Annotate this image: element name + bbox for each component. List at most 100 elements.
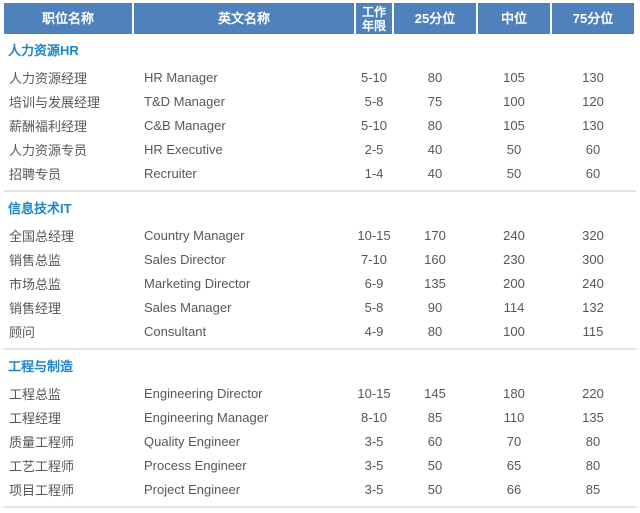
- cell-p75: 60: [585, 165, 601, 181]
- section-title: 信息技术IT: [8, 201, 72, 216]
- cell-p75: 132: [582, 299, 604, 315]
- cell-years: 5-10: [360, 69, 388, 85]
- cell-p75: 85: [585, 481, 601, 497]
- cell-p75: 115: [582, 323, 604, 339]
- table-row: 销售总监 Sales Director 7-10 160 230 300: [4, 247, 636, 271]
- cell-years: 3-5: [364, 433, 384, 449]
- table-row: 招聘专员 Recruiter 1-4 40 50 60: [4, 161, 636, 185]
- cell-years: 7-10: [360, 251, 388, 267]
- cell-p75: 80: [585, 457, 601, 473]
- header-cell-1: 英文名称: [134, 3, 354, 34]
- cell-p25: 80: [427, 69, 443, 85]
- cell-p25: 85: [427, 409, 443, 425]
- cell-cn: 培训与发展经理: [9, 94, 101, 110]
- cell-p75: 120: [582, 93, 604, 109]
- cell-cn: 顾问: [9, 324, 36, 340]
- cell-cn: 工艺工程师: [9, 458, 75, 474]
- cell-en: T&D Manager: [144, 93, 225, 109]
- cell-en: HR Executive: [144, 141, 223, 157]
- cell-years: 5-10: [360, 117, 388, 133]
- cell-en: Process Engineer: [144, 457, 247, 473]
- cell-p25: 75: [427, 93, 443, 109]
- section-title: 工程与制造: [8, 359, 74, 374]
- section-title: 人力资源HR: [8, 43, 79, 58]
- cell-years: 6-9: [364, 275, 384, 291]
- table-row: 市场总监 Marketing Director 6-9 135 200 240: [4, 271, 636, 295]
- cell-en: C&B Manager: [144, 117, 226, 133]
- section-divider: [4, 190, 636, 192]
- cell-p25: 170: [424, 227, 446, 243]
- cell-p25: 60: [427, 433, 443, 449]
- cell-en: Project Engineer: [144, 481, 241, 497]
- table-row: 质量工程师 Quality Engineer 3-5 60 70 80: [4, 429, 636, 453]
- header-cell-0: 职位名称: [4, 3, 132, 34]
- table-row: 工程总监 Engineering Director 10-15 145 180 220: [4, 381, 636, 405]
- cell-p75: 320: [582, 227, 604, 243]
- cell-median: 50: [506, 141, 522, 157]
- header-cell-4: 中位: [478, 3, 550, 34]
- cell-p75: 220: [582, 385, 604, 401]
- table-row: 人力资源经理 HR Manager 5-10 80 105 130: [4, 65, 636, 89]
- cell-p25: 50: [427, 481, 443, 497]
- cell-years: 5-8: [364, 299, 384, 315]
- cell-en: Country Manager: [144, 227, 245, 243]
- cell-median: 100: [503, 93, 525, 109]
- cell-p25: 80: [427, 117, 443, 133]
- cell-p25: 160: [424, 251, 446, 267]
- cell-en: Consultant: [144, 323, 207, 339]
- cell-median: 114: [503, 299, 525, 315]
- cell-p75: 80: [585, 433, 601, 449]
- cell-years: 8-10: [360, 409, 388, 425]
- cell-en: Marketing Director: [144, 275, 251, 291]
- cell-p25: 40: [427, 165, 443, 181]
- table-row: 项目工程师 Project Engineer 3-5 50 66 85: [4, 477, 636, 501]
- cell-cn: 质量工程师: [9, 434, 75, 450]
- cell-cn: 销售经理: [9, 300, 62, 316]
- table-row: 工艺工程师 Process Engineer 3-5 50 65 80: [4, 453, 636, 477]
- cell-median: 110: [503, 409, 525, 425]
- cell-p25: 40: [427, 141, 443, 157]
- table-row: 全国总经理 Country Manager 10-15 170 240 320: [4, 223, 636, 247]
- cell-p75: 300: [582, 251, 604, 267]
- cell-median: 180: [503, 385, 525, 401]
- cell-median: 200: [503, 275, 525, 291]
- cell-years: 2-5: [364, 141, 384, 157]
- cell-cn: 全国总经理: [9, 228, 75, 244]
- cell-median: 66: [506, 481, 522, 497]
- table-row: 薪酬福利经理 C&B Manager 5-10 80 105 130: [4, 113, 636, 137]
- section-divider: [4, 506, 636, 508]
- cell-p75: 130: [582, 117, 604, 133]
- cell-cn: 工程经理: [9, 410, 62, 426]
- cell-p25: 145: [424, 385, 446, 401]
- cell-en: Quality Engineer: [144, 433, 241, 449]
- cell-years: 10-15: [357, 385, 391, 401]
- cell-cn: 项目工程师: [9, 482, 75, 498]
- cell-years: 4-9: [364, 323, 384, 339]
- section-divider: [4, 348, 636, 350]
- cell-cn: 工程总监: [9, 386, 62, 402]
- cell-p25: 90: [427, 299, 443, 315]
- cell-years: 5-8: [364, 93, 384, 109]
- cell-cn: 人力资源专员: [9, 142, 88, 158]
- cell-median: 240: [503, 227, 525, 243]
- cell-p75: 240: [582, 275, 604, 291]
- cell-p25: 50: [427, 457, 443, 473]
- cell-median: 70: [506, 433, 522, 449]
- table-row: 顾问 Consultant 4-9 80 100 115: [4, 319, 636, 343]
- cell-median: 65: [506, 457, 522, 473]
- cell-cn: 人力资源经理: [9, 70, 88, 86]
- cell-en: Sales Manager: [144, 299, 232, 315]
- cell-p75: 130: [582, 69, 604, 85]
- table-row: 工程经理 Engineering Manager 8-10 85 110 135: [4, 405, 636, 429]
- cell-cn: 薪酬福利经理: [9, 118, 88, 134]
- cell-p25: 135: [424, 275, 446, 291]
- cell-median: 105: [503, 69, 525, 85]
- cell-median: 105: [503, 117, 525, 133]
- header-cell-5: 75分位: [552, 3, 634, 34]
- cell-years: 1-4: [364, 165, 384, 181]
- cell-cn: 招聘专员: [9, 166, 62, 182]
- cell-cn: 销售总监: [9, 252, 62, 268]
- table-body: 人力资源HR 人力资源经理 HR Manager 5-10 80 105 130 培训与发展经…: [0, 43, 640, 508]
- table-row: 销售经理 Sales Manager 5-8 90 114 132: [4, 295, 636, 319]
